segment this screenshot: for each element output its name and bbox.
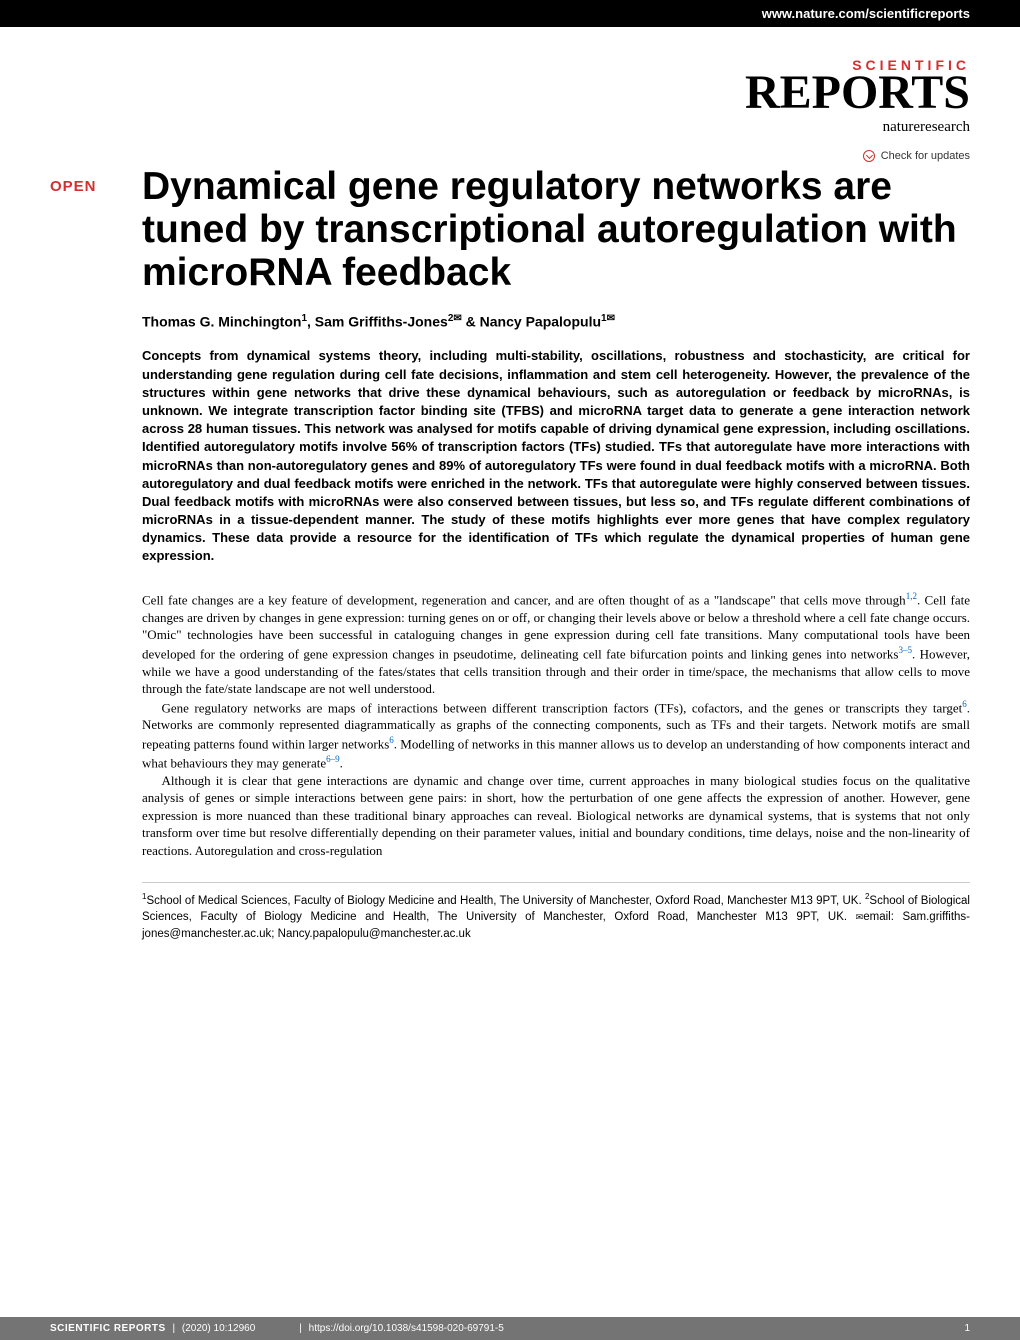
check-updates-text: Check for updates xyxy=(881,150,970,162)
check-updates-icon xyxy=(863,150,875,162)
body-paragraph-3: Although it is clear that gene interacti… xyxy=(142,772,970,860)
section-divider xyxy=(142,882,970,883)
email-label: email: xyxy=(863,911,902,923)
publisher-line: natureresearch xyxy=(50,119,970,136)
author-sep-2: & Nancy Papalopulu xyxy=(462,313,601,329)
footer-separator: | xyxy=(172,1323,175,1334)
journal-header: SCIENTIFIC REPORTS natureresearch xyxy=(0,27,1020,146)
journal-brand-line2: REPORTS xyxy=(50,69,970,117)
main-content: OPEN Dynamical gene regulatory networks … xyxy=(0,166,1020,942)
citation-ref[interactable]: 3–5 xyxy=(898,645,912,655)
page-footer: Scientific Reports | (2020) 10:12960 | h… xyxy=(0,1317,1020,1340)
footer-doi[interactable]: https://doi.org/10.1038/s41598-020-69791… xyxy=(309,1323,504,1334)
body-paragraph-2: Gene regulatory networks are maps of int… xyxy=(142,698,970,772)
left-column: OPEN xyxy=(50,166,130,942)
affil-1-text: School of Medical Sciences, Faculty of B… xyxy=(146,894,865,906)
footer-citation: (2020) 10:12960 xyxy=(182,1323,255,1334)
affiliations-block: 1School of Medical Sciences, Faculty of … xyxy=(142,891,970,943)
body-paragraph-1: Cell fate changes are a key feature of d… xyxy=(142,590,970,698)
top-url-bar: www.nature.com/scientificreports xyxy=(0,0,1020,27)
footer-separator: | xyxy=(299,1323,302,1334)
journal-url[interactable]: www.nature.com/scientificreports xyxy=(762,6,970,21)
envelope-icon: ✉ xyxy=(607,313,615,324)
author-1: Thomas G. Minchington xyxy=(142,313,301,329)
page-number: 1 xyxy=(964,1323,970,1334)
abstract-text: Concepts from dynamical systems theory, … xyxy=(142,347,970,565)
citation-ref[interactable]: 1,2 xyxy=(906,591,917,601)
envelope-icon: ✉ xyxy=(453,313,461,324)
author-list: Thomas G. Minchington1, Sam Griffiths-Jo… xyxy=(142,313,970,330)
open-access-badge: OPEN xyxy=(50,166,130,195)
author-sep-1: , Sam Griffiths-Jones xyxy=(307,313,448,329)
citation-ref[interactable]: 6–9 xyxy=(326,754,340,764)
right-column: Dynamical gene regulatory networks are t… xyxy=(130,166,970,942)
footer-left: Scientific Reports | (2020) 10:12960 | h… xyxy=(50,1323,504,1334)
footer-journal-name: Scientific Reports xyxy=(50,1323,166,1334)
check-updates-link[interactable]: Check for updates xyxy=(0,146,1020,166)
article-title: Dynamical gene regulatory networks are t… xyxy=(142,166,970,295)
